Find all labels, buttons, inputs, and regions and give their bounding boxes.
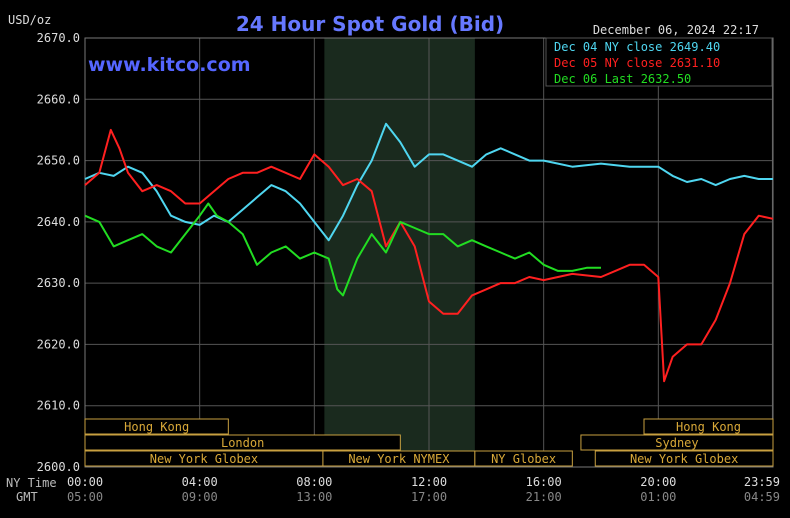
y-tick-label: 2640.0 bbox=[37, 215, 80, 229]
x-tick-label-ny: 20:00 bbox=[640, 475, 676, 489]
x-tick-label-ny: 08:00 bbox=[296, 475, 332, 489]
session-bar bbox=[580, 434, 774, 451]
session-bar bbox=[84, 434, 401, 451]
legend-entry: Dec 05 NY close 2631.10 bbox=[554, 56, 720, 70]
plot-frame bbox=[84, 37, 774, 468]
y-tick-label: 2650.0 bbox=[37, 154, 80, 168]
x-tick-label-gmt: 09:00 bbox=[182, 490, 218, 504]
y-tick-label: 2660.0 bbox=[37, 92, 80, 106]
x-tick-label-ny: 12:00 bbox=[411, 475, 447, 489]
x-tick-label-ny: 00:00 bbox=[67, 475, 103, 489]
unit-label: USD/oz bbox=[8, 13, 51, 27]
session-label: Hong Kong bbox=[124, 420, 189, 434]
x-row-label-ny: NY Time bbox=[6, 476, 57, 490]
session-label: NY Globex bbox=[491, 452, 556, 466]
x-tick-label-gmt: 13:00 bbox=[296, 490, 332, 504]
x-tick-label-ny: 16:00 bbox=[526, 475, 562, 489]
nymex-shaded-region bbox=[324, 38, 475, 467]
series-line bbox=[84, 202, 601, 297]
session-bar bbox=[594, 450, 774, 467]
session-bar bbox=[474, 450, 573, 467]
legend-box bbox=[545, 37, 773, 87]
session-label: London bbox=[221, 436, 264, 450]
x-row-label-gmt: GMT bbox=[16, 490, 38, 504]
session-label: New York NYMEX bbox=[348, 452, 450, 466]
y-tick-label: 2610.0 bbox=[37, 399, 80, 413]
watermark-url: www.kitco.com bbox=[88, 54, 251, 76]
session-label: Hong Kong bbox=[676, 420, 741, 434]
x-tick-label-gmt: 01:00 bbox=[640, 490, 676, 504]
series-line bbox=[84, 128, 774, 383]
legend: Dec 04 NY close 2649.40 Dec 05 NY close … bbox=[545, 37, 773, 87]
x-tick-label-gmt: 04:59 bbox=[744, 490, 780, 504]
chart-title: 24 Hour Spot Gold (Bid) bbox=[236, 12, 504, 36]
x-tick-label-ny: 23:59 bbox=[744, 475, 780, 489]
x-tick-label-ny: 04:00 bbox=[182, 475, 218, 489]
session-label: New York Globex bbox=[150, 452, 258, 466]
y-tick-label: 2620.0 bbox=[37, 337, 80, 351]
x-tick-label-gmt: 05:00 bbox=[67, 490, 103, 504]
y-tick-label: 2630.0 bbox=[37, 276, 80, 290]
session-bar bbox=[84, 418, 229, 435]
x-tick-label-gmt: 17:00 bbox=[411, 490, 447, 504]
session-bar bbox=[643, 418, 774, 435]
session-label: Sydney bbox=[655, 436, 698, 450]
session-label: New York Globex bbox=[630, 452, 738, 466]
legend-entry: Dec 06 Last 2632.50 bbox=[554, 72, 691, 86]
y-tick-label: 2600.0 bbox=[37, 460, 80, 474]
legend-entry: Dec 04 NY close 2649.40 bbox=[554, 40, 720, 54]
date-label: December 06, 2024 22:17 bbox=[593, 23, 759, 37]
x-tick-label-gmt: 21:00 bbox=[526, 490, 562, 504]
y-tick-label: 2670.0 bbox=[37, 31, 80, 45]
